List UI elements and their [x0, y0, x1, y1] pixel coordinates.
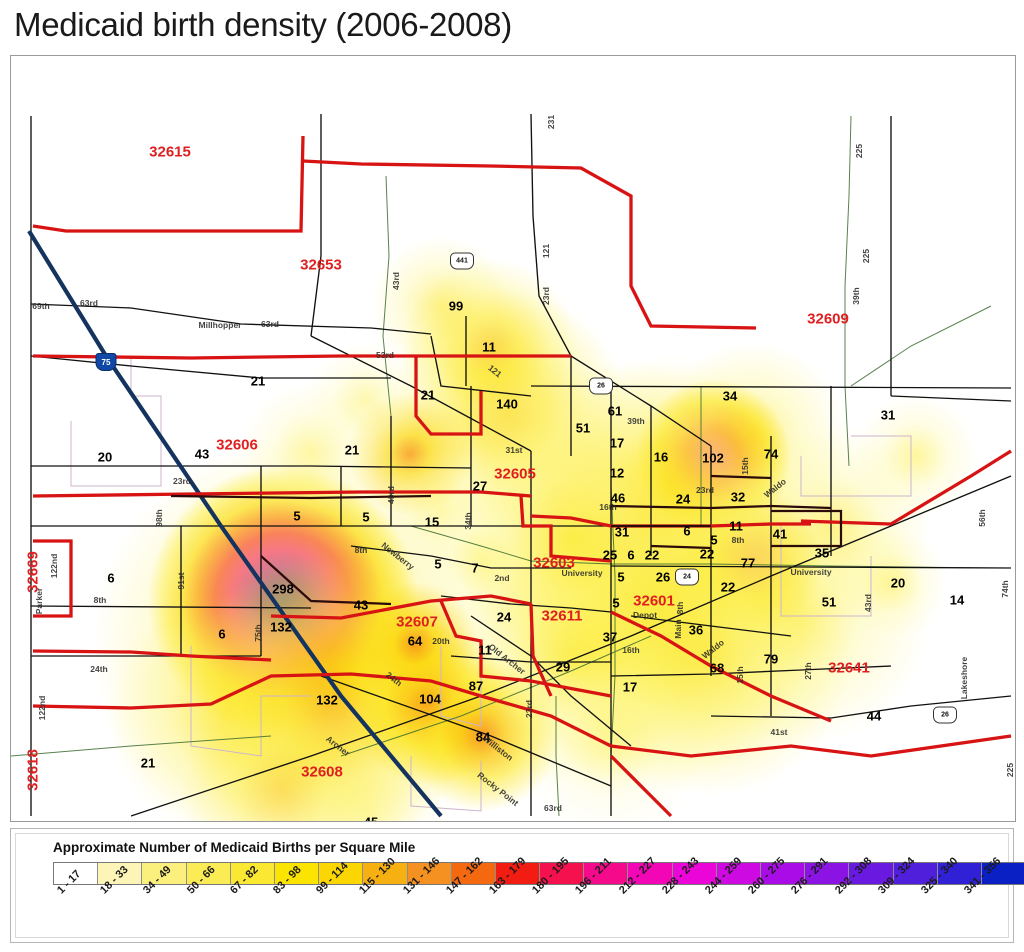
- highway-shield-icon: 24: [675, 568, 699, 586]
- water-and-parcel-lines: [70, 356, 912, 812]
- legend-swatch: [230, 863, 275, 884]
- map-canvas: 32615 32653 32609 32606 32605 32669 32603 32611…: [11, 56, 1015, 821]
- interstate-75: [27, 229, 443, 818]
- legend-swatch: [363, 863, 408, 884]
- legend-panel: Approximate Number of Medicaid Births pe…: [10, 828, 1024, 943]
- legend-swatch: [186, 863, 231, 884]
- legend-title: Approximate Number of Medicaid Births pe…: [53, 840, 416, 855]
- legend-swatch: [805, 863, 850, 884]
- highway-shield-icon: 441: [450, 252, 474, 270]
- legend-swatch: [672, 863, 717, 884]
- map-vector-layer: [11, 113, 1012, 818]
- highway-shield-icon: 26: [589, 377, 613, 395]
- map-frame[interactable]: 32615 32653 32609 32606 32605 32669 32603 32611…: [10, 55, 1016, 822]
- legend-swatch: [495, 863, 541, 884]
- legend-swatch: [54, 863, 99, 884]
- legend-swatch: [407, 863, 452, 884]
- legend-swatch: [893, 863, 938, 884]
- tract-boundaries-dark: [170, 474, 843, 606]
- legend-swatch: [451, 863, 496, 884]
- legend-swatch: [98, 863, 143, 884]
- interstate-shield-icon: 75: [95, 353, 117, 371]
- legend-swatch: [584, 863, 629, 884]
- legend-swatch: [628, 863, 673, 884]
- legend-swatch: [981, 863, 1024, 884]
- legend-inner-border: [15, 833, 1009, 938]
- legend-swatch: [319, 863, 364, 884]
- legend-swatch: [540, 863, 585, 884]
- legend-swatch: [142, 863, 187, 884]
- legend-swatch: [937, 863, 982, 884]
- legend-swatch: [849, 863, 894, 884]
- zip-code-boundaries: [32, 135, 1012, 818]
- legend-swatch: [274, 863, 320, 884]
- page-title: Medicaid birth density (2006-2008): [14, 6, 512, 43]
- legend-swatch: [761, 863, 806, 884]
- highway-shield-icon: 26: [933, 706, 957, 724]
- legend-color-ramp: [53, 862, 1024, 885]
- legend-swatch: [716, 863, 761, 884]
